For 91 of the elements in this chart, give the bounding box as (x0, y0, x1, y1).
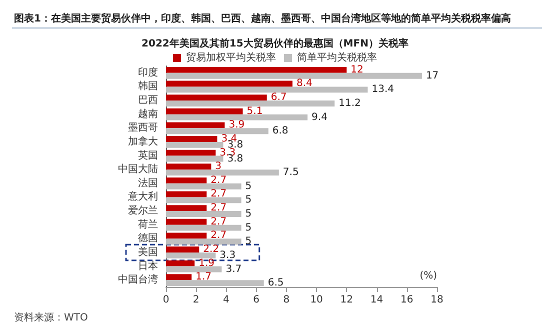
x-tick-label: 2 (192, 294, 200, 306)
y-tick-label: 墨西哥 (128, 122, 158, 134)
bar (166, 238, 242, 245)
bar (166, 232, 207, 239)
chart-title: 图表1：在美国主要贸易伙伴中，印度、韩国、巴西、越南、墨西哥、中国台湾地区等地的简单平均关税税率偏高 (14, 12, 511, 24)
chart-subtitle: 2022年美国及其前15大贸易伙伴的最惠国（MFN）关税率 (142, 38, 408, 50)
x-tick-label: 10 (310, 294, 323, 306)
bar (166, 183, 242, 190)
bar (166, 128, 268, 134)
data-label: 6.5 (268, 278, 284, 289)
bar (166, 142, 224, 148)
y-tick-label: 德国 (138, 233, 158, 244)
data-label: 2.7 (210, 216, 227, 228)
x-tick-label: 8 (283, 294, 290, 306)
data-label: 9.4 (312, 112, 328, 123)
y-tick-label: 加拿大 (128, 135, 158, 148)
bar (166, 177, 207, 184)
text: 资料来源：WTO (14, 312, 88, 324)
bar (166, 191, 207, 198)
bar (166, 246, 200, 252)
y-tick-label: 英国 (138, 149, 158, 162)
data-label: 3 (215, 161, 222, 172)
data-label: 2.7 (210, 174, 227, 186)
x-tick-label: 12 (340, 294, 354, 306)
x-tick-label: 4 (223, 294, 230, 306)
y-tick-label: 法国 (138, 176, 158, 189)
bar (166, 252, 216, 258)
bar (166, 156, 224, 162)
y-tick-label: 中国大陆 (118, 163, 158, 176)
data-label: 2.2 (203, 244, 220, 255)
bar (166, 94, 267, 101)
bar (166, 205, 207, 212)
y-tick-label: 越南 (138, 108, 158, 120)
legend-label: 贸易加权平均关税率 (186, 52, 276, 64)
bar (166, 211, 242, 217)
x-tick-label: 18 (430, 294, 444, 306)
bar (166, 72, 422, 79)
data-label: 5.1 (246, 106, 263, 117)
bar (166, 280, 264, 286)
data-label: 7.5 (282, 167, 299, 178)
bar (166, 170, 279, 176)
bar (166, 122, 225, 128)
bar (166, 136, 218, 142)
legend-label: 简单平均关税税率 (297, 52, 377, 64)
x-tick-label: 6 (253, 294, 260, 306)
data-label: 5 (245, 194, 252, 206)
data-label: 3.3 (220, 250, 236, 261)
x-tick-label: 14 (370, 294, 384, 306)
data-label: 8.4 (296, 78, 312, 90)
bar (166, 150, 216, 156)
y-tick-label: 荷兰 (138, 218, 158, 230)
bar (166, 66, 347, 73)
y-tick-label: 爱尔兰 (128, 204, 158, 217)
y-tick-label: 意大利 (127, 190, 158, 203)
bar (166, 224, 242, 231)
y-tick-label: 印度 (138, 66, 158, 78)
y-tick-label: 日本 (138, 260, 158, 272)
bar (166, 274, 192, 280)
x-axis-title: (%) (420, 270, 438, 282)
data-label: 17 (426, 70, 439, 82)
data-label: 2.7 (210, 188, 227, 200)
bar (166, 86, 368, 93)
x-tick-label: 0 (162, 294, 170, 306)
data-label: 5 (245, 222, 252, 234)
data-label: 1.7 (196, 272, 212, 283)
data-label: 5 (245, 208, 252, 220)
data-label: 3.7 (226, 264, 242, 275)
y-tick-label: 韩国 (138, 80, 158, 92)
data-label: 6.8 (272, 126, 288, 137)
y-tick-label: 巴西 (138, 95, 158, 106)
bar (166, 218, 207, 225)
data-label: 13.4 (372, 84, 394, 96)
data-label: 2.7 (210, 202, 227, 214)
data-label: 1.9 (198, 258, 215, 269)
bar (166, 266, 222, 272)
data-label: 11.2 (338, 98, 361, 109)
bar (166, 260, 195, 266)
data-label: 5 (245, 180, 252, 192)
bar (166, 114, 308, 120)
data-label: 6.7 (270, 92, 287, 104)
bar (166, 100, 335, 106)
bar (166, 197, 242, 204)
data-label: 12 (350, 64, 364, 76)
y-tick-label: 中国台湾 (118, 274, 158, 286)
bar (166, 164, 212, 170)
bar (166, 80, 292, 87)
data-label: 2.7 (210, 230, 227, 242)
data-label: 3.9 (228, 120, 245, 131)
y-tick-label: 美国 (138, 246, 158, 258)
x-tick-label: 16 (400, 294, 414, 306)
bar (166, 108, 243, 114)
